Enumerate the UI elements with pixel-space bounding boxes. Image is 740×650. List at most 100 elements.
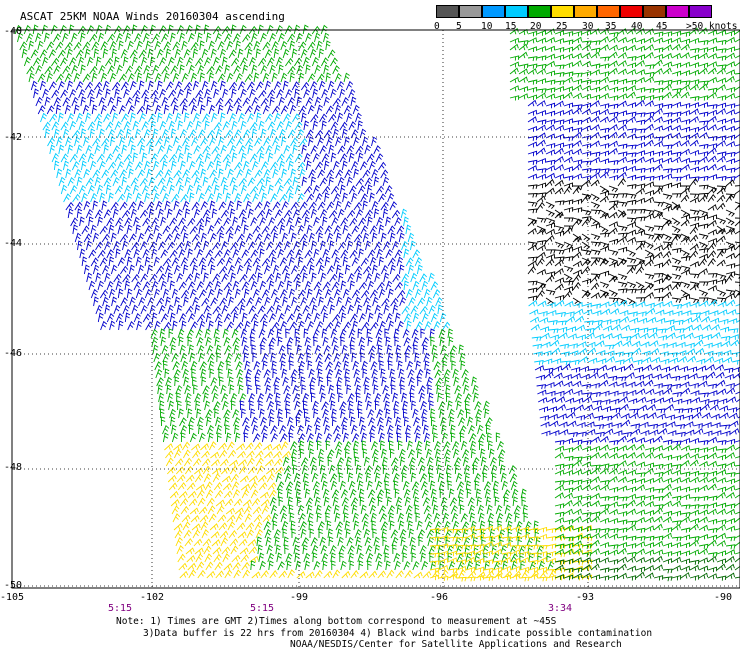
wind-barb: [662, 157, 673, 164]
wind-barb: [257, 474, 267, 483]
wind-barb: [639, 332, 649, 340]
wind-barb: [218, 232, 225, 243]
wind-barb: [247, 177, 256, 187]
wind-barb: [501, 480, 508, 491]
wind-barb: [247, 112, 255, 123]
wind-barb: [244, 360, 251, 371]
wind-barb: [92, 200, 99, 211]
wind-barb: [280, 441, 289, 451]
wind-barb: [547, 406, 557, 413]
wind-barb: [608, 111, 619, 117]
wind-barb: [581, 175, 592, 181]
wind-barb: [691, 315, 702, 323]
wind-barb: [323, 129, 332, 139]
wind-barb: [317, 521, 325, 531]
wind-barb: [477, 504, 485, 515]
wind-barb: [635, 527, 646, 533]
wind-barb: [653, 296, 664, 302]
wind-barb: [527, 280, 538, 286]
wind-barb: [608, 193, 619, 199]
wind-barb: [707, 214, 717, 221]
wind-barb: [120, 48, 128, 59]
wind-barb: [700, 315, 711, 323]
wind-barb: [567, 420, 577, 427]
wind-barb: [188, 129, 197, 139]
wind-barb: [598, 372, 608, 379]
wind-barb: [680, 493, 691, 500]
wind-barb: [414, 424, 422, 435]
wind-barb: [501, 536, 512, 542]
wind-barb: [170, 97, 179, 107]
wind-barb: [129, 49, 138, 59]
wind-barb: [189, 424, 194, 434]
wind-barb: [590, 467, 600, 475]
wind-barb: [492, 525, 503, 532]
wind-barb: [563, 286, 573, 293]
wind-barb: [580, 373, 590, 380]
wind-barb: [323, 496, 330, 507]
wind-barb: [154, 104, 162, 115]
wind-barb: [229, 176, 237, 187]
wind-barb: [198, 192, 205, 203]
wind-barb: [716, 39, 727, 45]
wind-barb: [605, 355, 616, 363]
wind-barb: [734, 55, 740, 59]
wind-barb: [158, 57, 167, 67]
wind-barb: [273, 528, 281, 539]
wind-barb: [425, 368, 431, 379]
wind-barb: [390, 529, 399, 539]
wind-barb: [689, 518, 700, 524]
wind-barb: [121, 144, 128, 155]
wind-barb: [223, 563, 233, 571]
wind-barb: [353, 201, 362, 211]
wind-barb: [346, 176, 353, 187]
wind-barb: [348, 480, 356, 491]
wind-barb: [440, 496, 448, 507]
wind-barb: [259, 248, 265, 259]
wind-barb: [282, 376, 289, 387]
wind-barb: [281, 232, 289, 243]
wind-barb: [354, 265, 363, 275]
wind-barb: [554, 445, 565, 452]
wind-barb: [81, 225, 90, 235]
wind-barb: [385, 336, 391, 347]
wind-barb: [179, 344, 186, 355]
wind-barb: [294, 400, 301, 411]
wind-barb: [164, 264, 172, 275]
wind-barb: [572, 72, 583, 78]
wind-barb: [314, 344, 322, 355]
wind-barb: [267, 152, 274, 163]
wind-barb: [198, 432, 206, 443]
wind-barb: [653, 116, 663, 123]
wind-barb: [330, 480, 338, 491]
wind-barb: [382, 176, 390, 187]
wind-barb: [725, 141, 736, 148]
wind-barb: [340, 217, 349, 227]
wind-barb: [608, 544, 619, 550]
wind-barb: [252, 433, 261, 443]
wind-barb: [566, 326, 576, 333]
wind-barb: [617, 273, 628, 281]
wind-barb: [233, 97, 242, 107]
wind-barb: [527, 208, 538, 214]
wind-barb: [345, 80, 354, 91]
wind-barb: [190, 515, 200, 523]
wind-barb: [356, 240, 362, 251]
wind-barb: [284, 240, 291, 251]
wind-barb: [350, 497, 359, 507]
wind-barb: [680, 118, 691, 125]
wind-barb: [635, 216, 646, 222]
wind-barb: [563, 136, 574, 142]
wind-barb: [617, 503, 628, 509]
wind-barb: [179, 97, 188, 107]
wind-barb: [680, 269, 691, 276]
wind-barb: [707, 104, 718, 110]
wind-barb: [644, 71, 655, 77]
wind-barb: [355, 209, 364, 219]
wind-barb: [189, 288, 197, 299]
wind-barb: [447, 543, 458, 549]
wind-barb: [672, 391, 682, 397]
wind-barb: [222, 184, 229, 195]
wind-barb: [333, 352, 341, 363]
wind-barb: [716, 135, 727, 141]
